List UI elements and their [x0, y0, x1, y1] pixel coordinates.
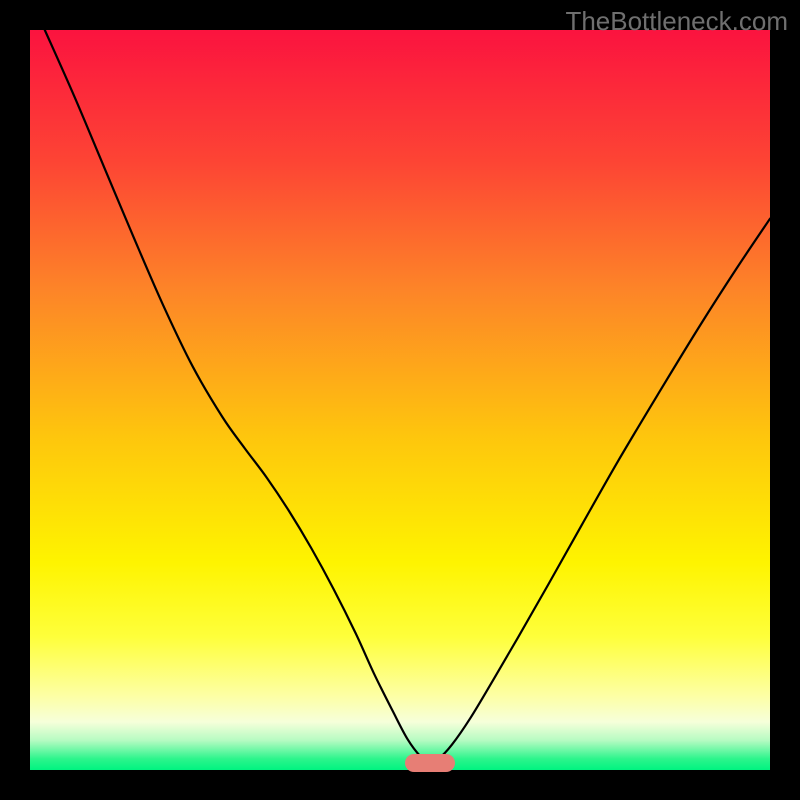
plot-svg	[30, 30, 770, 770]
plot-area	[30, 30, 770, 770]
bottleneck-curve	[45, 30, 770, 763]
min-marker	[405, 754, 455, 772]
watermark-text: TheBottleneck.com	[565, 6, 788, 37]
